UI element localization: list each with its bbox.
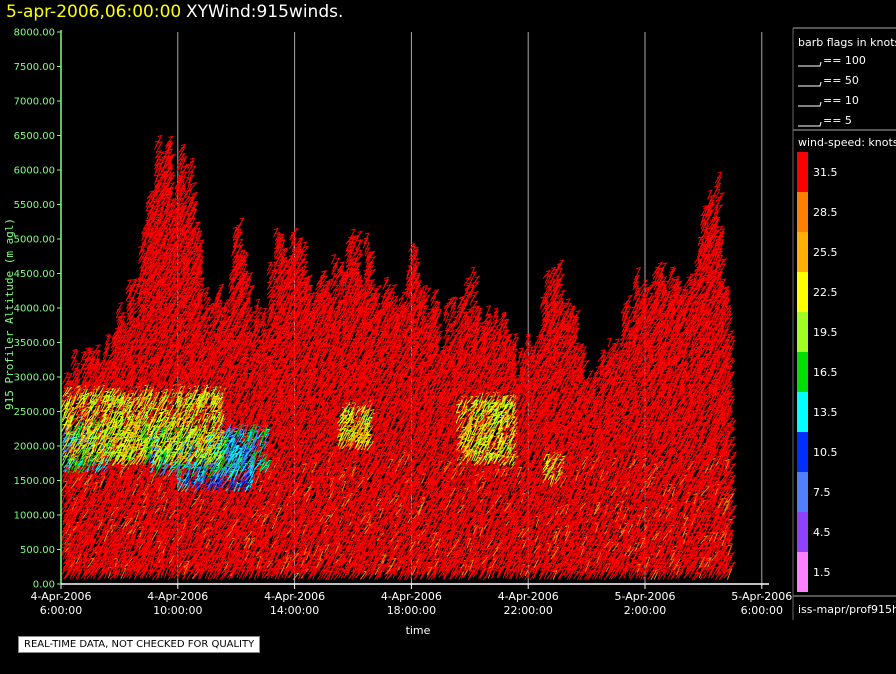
wind-barb (70, 348, 78, 359)
wind-barb (62, 547, 70, 560)
wind-barb (77, 415, 85, 427)
wind-barb (88, 394, 98, 405)
wind-barb (191, 221, 201, 231)
wind-barb (78, 479, 84, 491)
wind-barb (81, 462, 89, 473)
wind-barb (72, 402, 81, 412)
wind-barb (82, 558, 88, 568)
wind-barb (76, 505, 84, 515)
wind-barb (78, 402, 87, 412)
wind-barb (80, 350, 86, 362)
wind-barb (60, 399, 67, 409)
wind-barb (69, 568, 78, 580)
wind-barb (81, 346, 91, 359)
wind-barb (65, 379, 73, 389)
wind-barb (70, 527, 78, 538)
wind-barb (72, 367, 80, 378)
wind-barb (64, 402, 71, 413)
wind-barb (72, 494, 81, 504)
wind-barb (80, 408, 89, 420)
wind-barb (75, 482, 82, 492)
wind-barb (74, 473, 83, 485)
wind-barb (75, 515, 85, 527)
wind-barb (89, 444, 96, 458)
wind-barb (68, 525, 77, 535)
plot-area (60, 32, 763, 584)
wind-barb (70, 436, 78, 447)
wind-barb (83, 347, 94, 359)
wind-barb (78, 509, 86, 518)
wind-barb (90, 500, 96, 510)
wind-barb (69, 440, 76, 454)
wind-barb (86, 349, 92, 360)
wind-barb (68, 415, 74, 427)
wind-barb (88, 492, 95, 504)
wind-barb (77, 444, 86, 455)
wind-barb (65, 372, 73, 386)
wind-barb (62, 437, 68, 447)
wind-barb (62, 559, 72, 569)
wind-barb (86, 481, 94, 492)
wind-barb (61, 536, 68, 546)
wind-barb (79, 553, 87, 565)
wind-barb (70, 537, 77, 550)
wind-barb (60, 394, 70, 406)
wind-barb (87, 441, 95, 454)
wind-barb (72, 362, 82, 375)
wind-barb (87, 372, 96, 383)
wind-barb (67, 551, 74, 561)
valid-time-label: 5-apr-2006,06:00:00 (6, 2, 182, 22)
wind-barb (61, 372, 70, 385)
wind-barb (62, 521, 70, 534)
wind-barb (68, 561, 76, 573)
wind-barb (87, 437, 94, 448)
wind-barb (66, 427, 73, 438)
wind-barb (87, 468, 96, 478)
wind-barb (87, 405, 93, 417)
wind-barb (63, 485, 71, 497)
wind-barb (91, 559, 100, 569)
wind-barb (77, 463, 87, 474)
wind-barb (74, 369, 82, 379)
wind-barb (86, 425, 92, 435)
product-title: XYWind:915winds. (186, 2, 344, 22)
wind-barb (66, 517, 73, 527)
wind-barb (78, 500, 85, 512)
wind-barb (83, 381, 92, 390)
wind-barb (68, 457, 77, 469)
wind-barb (67, 394, 73, 406)
wind-barb (89, 435, 98, 446)
wind-barb (66, 424, 72, 436)
wind-barb (74, 489, 83, 500)
wind-barbs (60, 134, 738, 581)
wind-barb (73, 460, 80, 470)
wind-barb (83, 410, 92, 421)
wind-barb (87, 503, 97, 514)
wind-barb (87, 508, 94, 518)
wind-barb (236, 217, 245, 230)
wind-barb (65, 455, 71, 467)
wind-barb (63, 416, 70, 428)
wind-barb (81, 357, 90, 368)
wind-barb (85, 422, 94, 434)
wind-barb (68, 453, 76, 465)
wind-barb (73, 376, 80, 387)
wind-barb (77, 523, 86, 534)
